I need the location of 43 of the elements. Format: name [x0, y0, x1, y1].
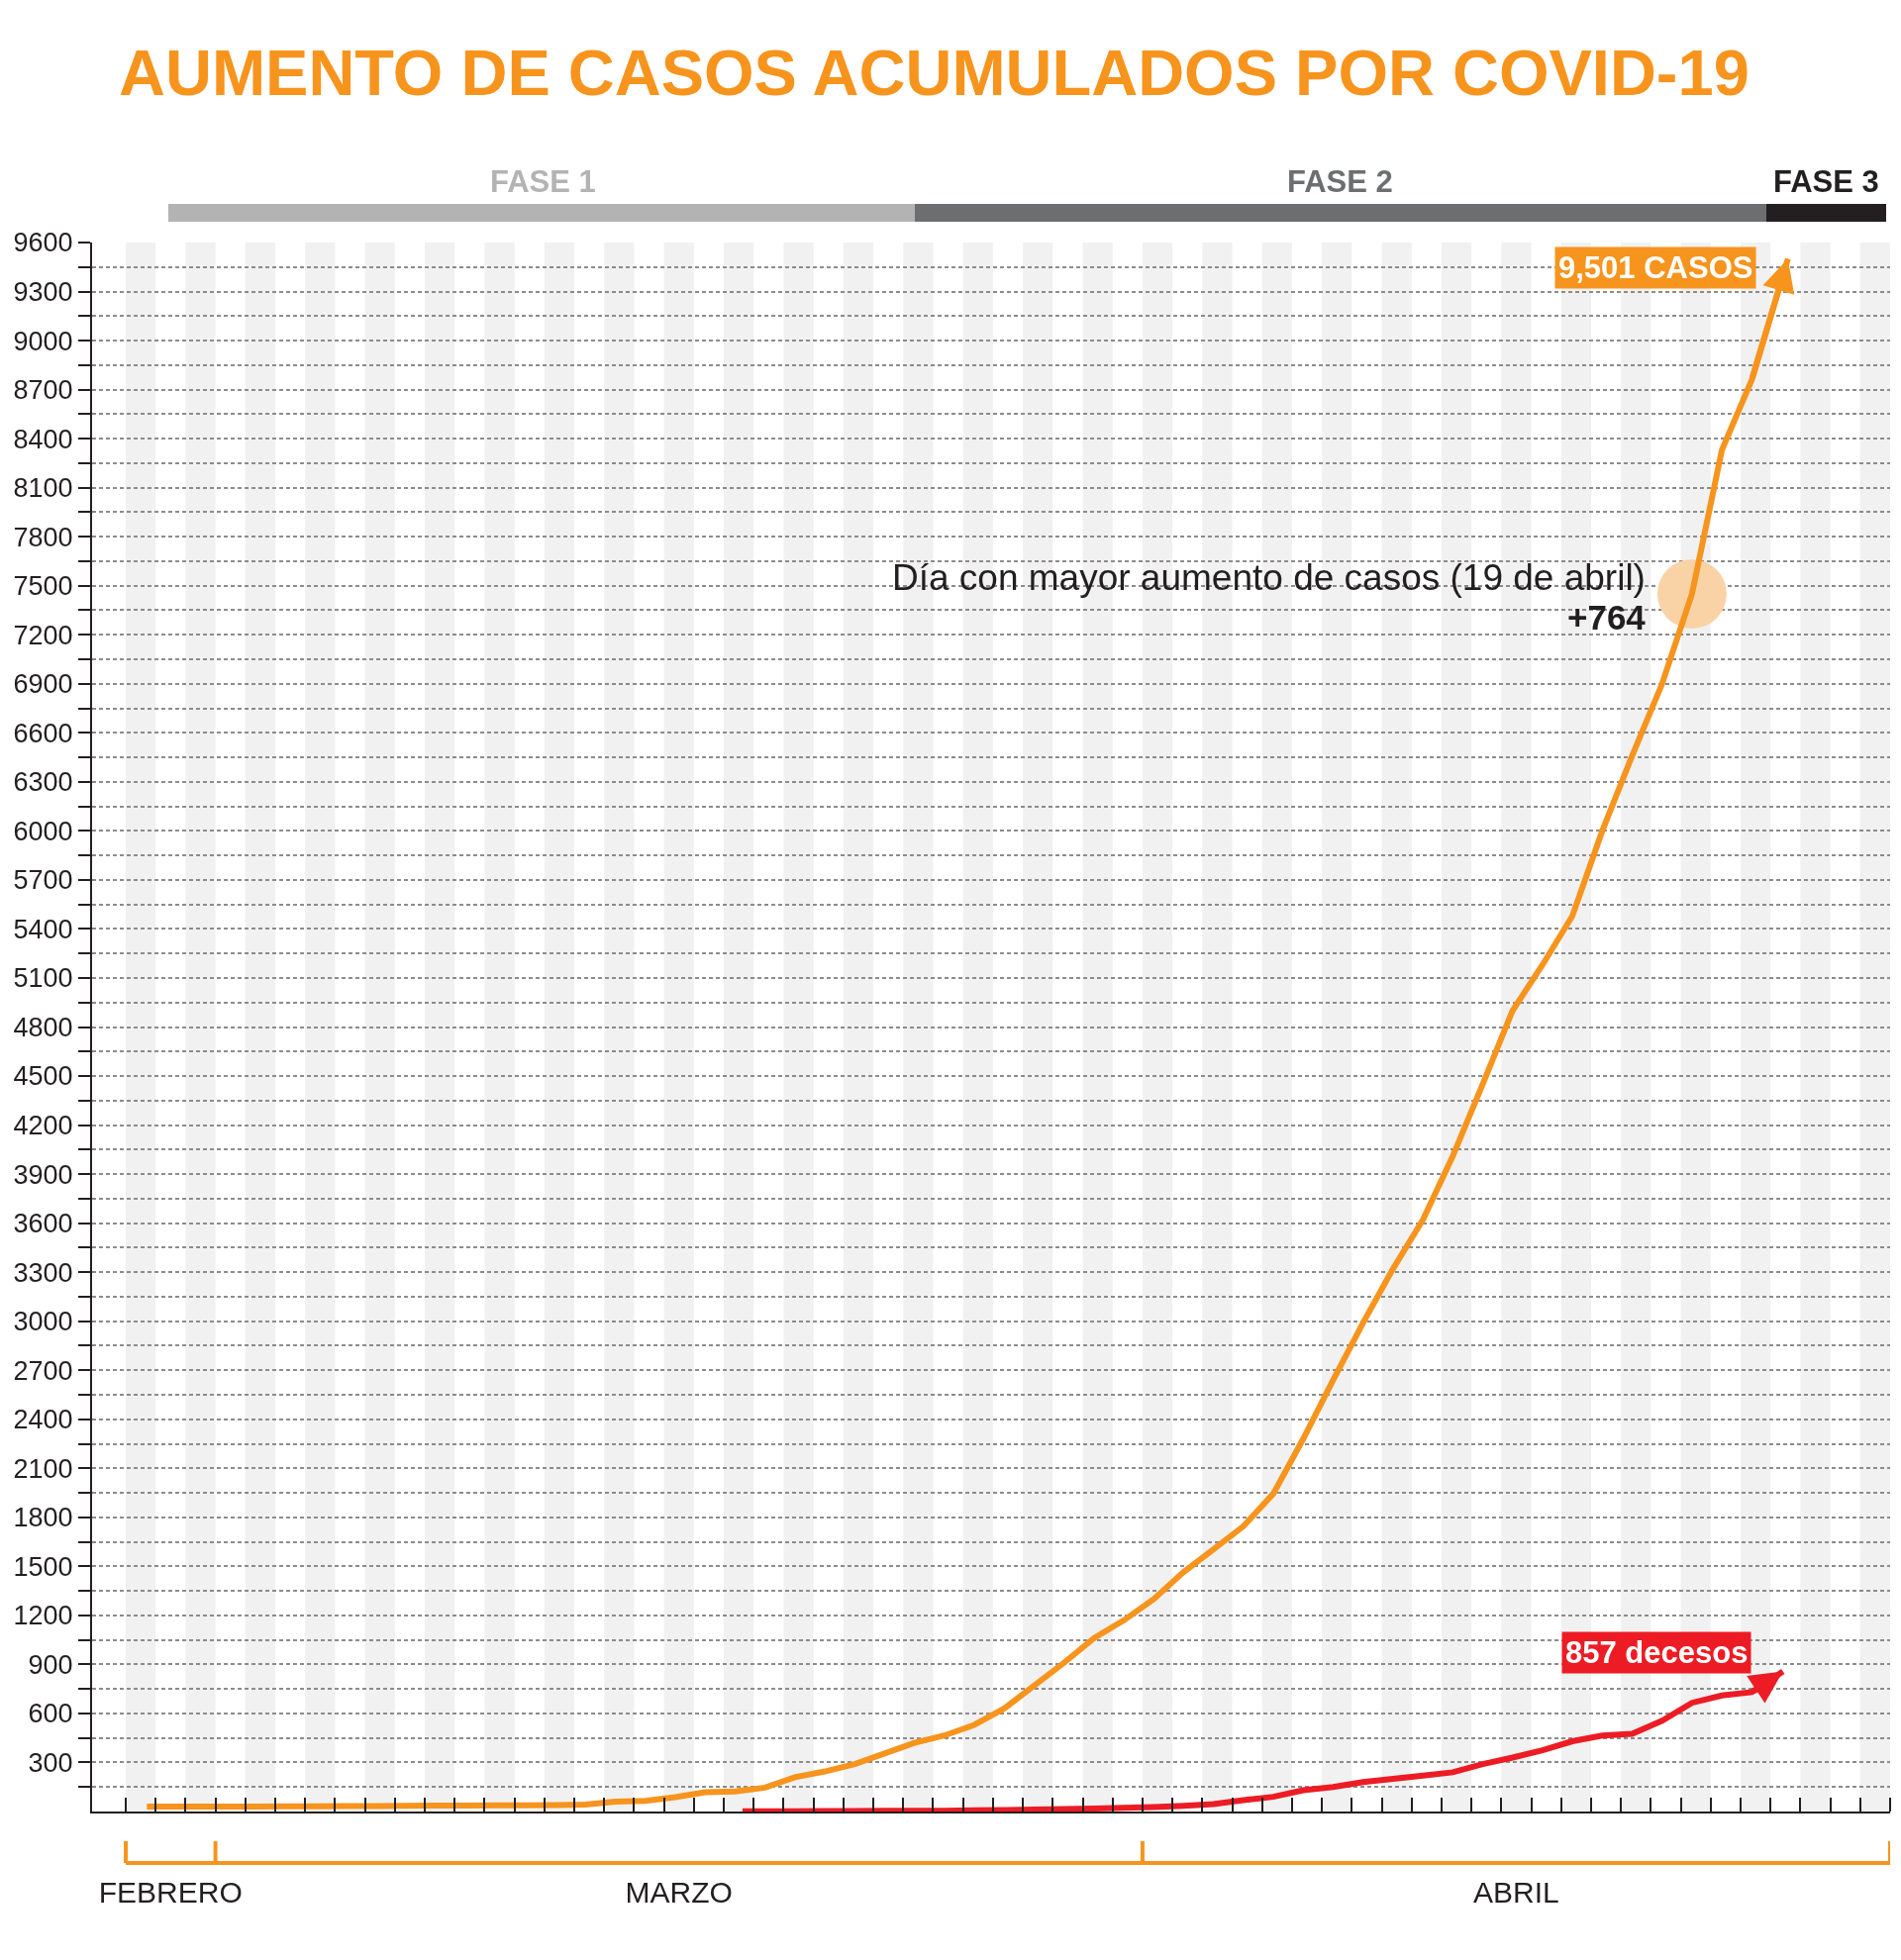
- y-tick-label: 5100: [13, 963, 73, 994]
- y-tick-label: 6300: [13, 767, 73, 798]
- series-label: FASE 1: [490, 164, 596, 199]
- y-tick-label: 8700: [13, 375, 73, 406]
- y-tick-label: 3000: [13, 1307, 73, 1337]
- y-tick-label: 2700: [13, 1355, 73, 1386]
- x-tick-label: ABRIL: [1473, 1876, 1559, 1909]
- y-tick-label: 3600: [13, 1209, 73, 1239]
- y-tick-label: 900: [28, 1649, 73, 1680]
- y-tick-label: 2400: [13, 1405, 73, 1435]
- y-tick-label: 9300: [13, 276, 73, 307]
- series-label: FASE 3: [1773, 164, 1879, 199]
- y-tick-label: 3300: [13, 1257, 73, 1288]
- y-tick-label: 7200: [13, 620, 73, 650]
- y-tick-label: 2100: [13, 1453, 73, 1484]
- y-tick-label: 5700: [13, 865, 73, 896]
- y-tick-label: 1200: [13, 1601, 73, 1631]
- y-tick-label: 600: [28, 1699, 73, 1729]
- y-tick-label: 1800: [13, 1503, 73, 1533]
- y-tick-label: 7500: [13, 571, 73, 602]
- y-tick-label: 8100: [13, 473, 73, 504]
- y-tick-label: 5400: [13, 914, 73, 944]
- data-label: 857 decesos: [1565, 1635, 1749, 1670]
- y-tick-label: 6000: [13, 816, 73, 846]
- y-tick-label: 6600: [13, 718, 73, 748]
- y-tick-label: 4200: [13, 1111, 73, 1141]
- y-tick-label: 8400: [13, 424, 73, 454]
- annotation: Día con mayor aumento de casos (19 de abril): [892, 557, 1646, 598]
- y-tick-label: 4500: [13, 1061, 73, 1092]
- y-tick-label: 1500: [13, 1551, 73, 1582]
- series-label: FASE 2: [1287, 164, 1393, 199]
- y-tick-label: 9600: [13, 228, 73, 258]
- annotation: +764: [1567, 598, 1647, 637]
- y-tick-label: 6900: [13, 669, 73, 700]
- y-tick-label: 4800: [13, 1012, 73, 1042]
- x-tick-label: MARZO: [625, 1876, 733, 1909]
- y-tick-label: 3900: [13, 1159, 73, 1190]
- y-tick-label: 300: [28, 1747, 73, 1778]
- chart-title: AUMENTO DE CASOS ACUMULADOS POR COVID-19: [119, 36, 1750, 109]
- x-tick-label: FEBRERO: [98, 1876, 243, 1909]
- y-tick-label: 9000: [13, 326, 73, 356]
- y-tick-label: 7800: [13, 522, 73, 552]
- data-label: 9,501 CASOS: [1558, 250, 1753, 285]
